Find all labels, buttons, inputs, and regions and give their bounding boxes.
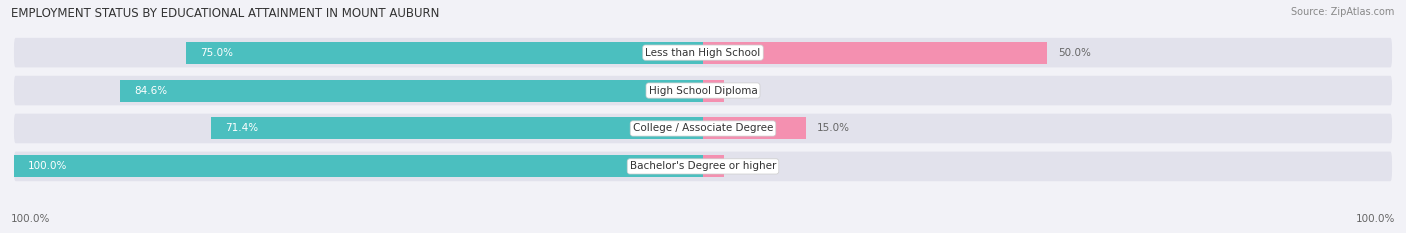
Text: 84.6%: 84.6% [134, 86, 167, 96]
Text: 100.0%: 100.0% [28, 161, 67, 171]
Text: 100.0%: 100.0% [1355, 214, 1395, 224]
FancyBboxPatch shape [14, 152, 1392, 181]
Bar [703, 79, 724, 102]
Text: 75.0%: 75.0% [200, 48, 233, 58]
Text: 100.0%: 100.0% [11, 214, 51, 224]
Text: High School Diploma: High School Diploma [648, 86, 758, 96]
Text: 50.0%: 50.0% [1057, 48, 1091, 58]
Text: 15.0%: 15.0% [817, 123, 849, 134]
Bar [703, 42, 1047, 64]
Text: Source: ZipAtlas.com: Source: ZipAtlas.com [1291, 7, 1395, 17]
Text: Bachelor's Degree or higher: Bachelor's Degree or higher [630, 161, 776, 171]
FancyBboxPatch shape [14, 38, 1392, 67]
FancyBboxPatch shape [14, 114, 1392, 143]
Bar [120, 79, 703, 102]
Bar [703, 117, 807, 140]
Bar [14, 155, 703, 177]
Text: Less than High School: Less than High School [645, 48, 761, 58]
Bar [186, 42, 703, 64]
Text: 0.0%: 0.0% [734, 161, 761, 171]
Bar [703, 155, 724, 177]
FancyBboxPatch shape [14, 76, 1392, 105]
Text: College / Associate Degree: College / Associate Degree [633, 123, 773, 134]
Text: EMPLOYMENT STATUS BY EDUCATIONAL ATTAINMENT IN MOUNT AUBURN: EMPLOYMENT STATUS BY EDUCATIONAL ATTAINM… [11, 7, 440, 20]
Text: 71.4%: 71.4% [225, 123, 257, 134]
Text: 0.0%: 0.0% [734, 86, 761, 96]
Bar [211, 117, 703, 140]
